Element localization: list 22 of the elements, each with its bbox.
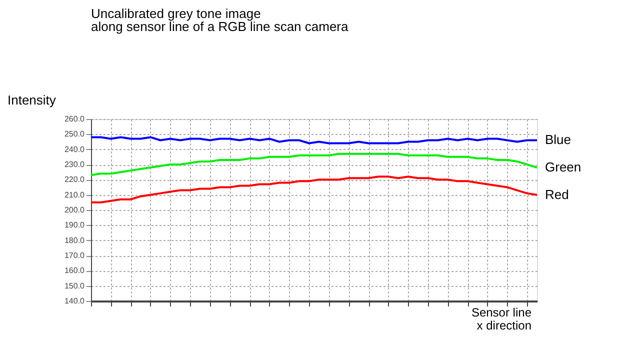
y-tick-label: 260.0 bbox=[64, 114, 86, 124]
y-tick-label: 240.0 bbox=[64, 144, 86, 154]
series-label: Red bbox=[545, 186, 569, 202]
line-series bbox=[90, 136, 538, 144]
y-tick-label: 220.0 bbox=[64, 175, 86, 184]
y-tick-label: 170.0 bbox=[64, 251, 86, 260]
x-axis-title: Sensor line x direction bbox=[471, 306, 532, 332]
y-tick-label: 160.0 bbox=[64, 266, 86, 276]
y-tick-label: 150.0 bbox=[64, 281, 86, 290]
line-series bbox=[90, 152, 538, 176]
chart-title: Uncalibrated grey tone image bbox=[91, 6, 261, 21]
y-tick-label: 250.0 bbox=[64, 130, 86, 139]
line-series bbox=[90, 176, 538, 204]
y-tick-label: 180.0 bbox=[64, 236, 86, 245]
y-tick-label: 140.0 bbox=[64, 296, 86, 306]
y-tick-label: 190.0 bbox=[64, 220, 86, 230]
series-label: Green bbox=[545, 160, 582, 175]
y-tick-label: 200.0 bbox=[64, 206, 86, 214]
series-label: Blue bbox=[545, 132, 572, 148]
y-axis-title: Intensity bbox=[8, 92, 56, 108]
y-tick-label: 210.0 bbox=[64, 190, 86, 200]
y-tick-label: 230.0 bbox=[64, 160, 86, 169]
